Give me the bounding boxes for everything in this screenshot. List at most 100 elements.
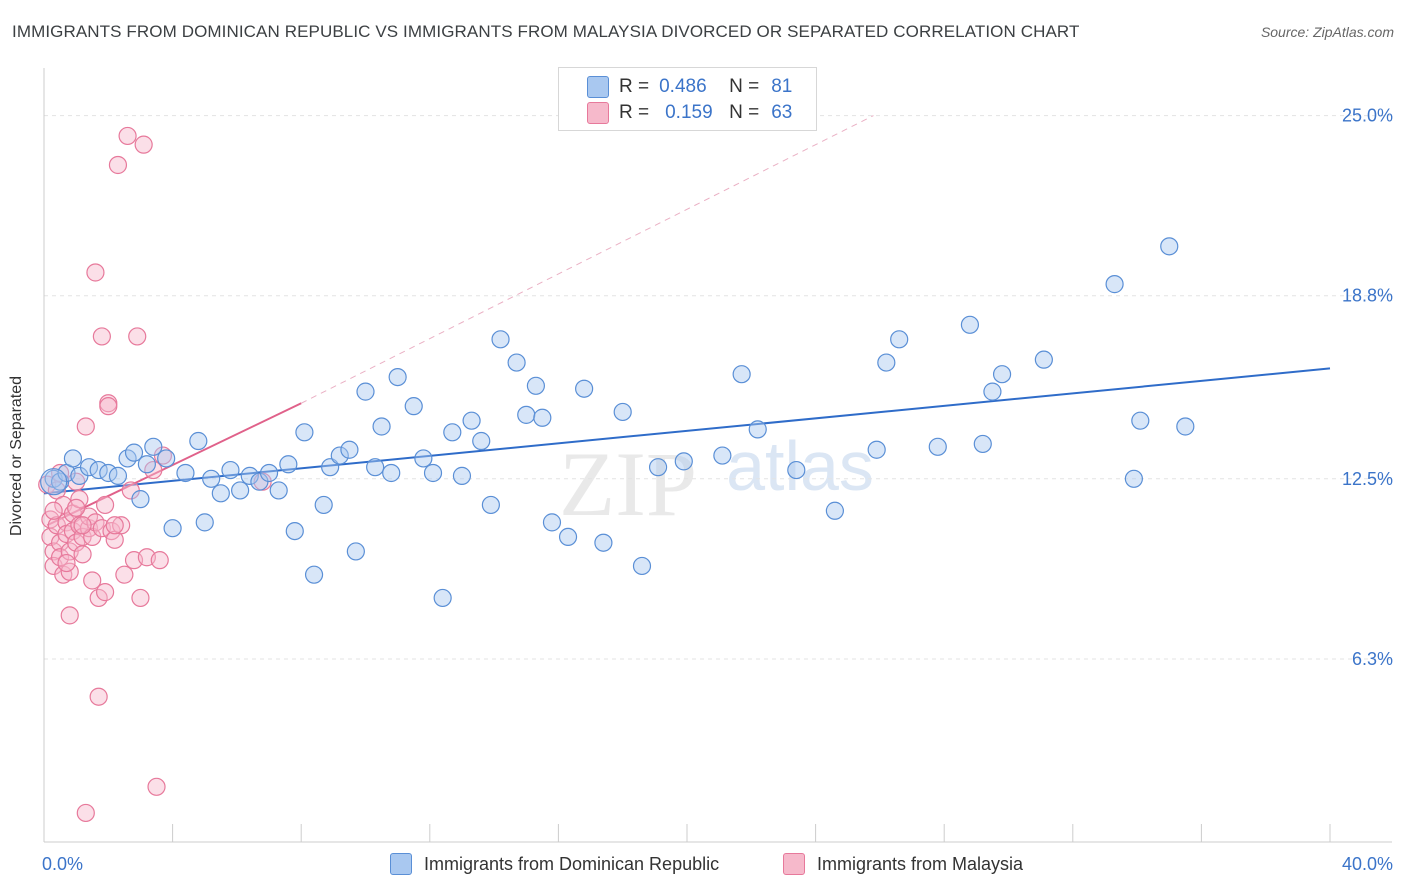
blue-data-point (674, 452, 693, 471)
blue-data-point (1124, 469, 1143, 488)
blue-data-point (269, 481, 288, 500)
pink-data-point (134, 135, 153, 154)
blue-data-point (867, 440, 886, 459)
blue-data-point (195, 513, 214, 532)
blue-data-point (285, 521, 304, 541)
pink-data-point (147, 777, 166, 796)
watermark-atlas: atlas (726, 427, 874, 505)
blue-data-point (414, 449, 433, 468)
blue-trend-line (43, 367, 1331, 495)
blue-data-point (321, 458, 340, 477)
y-tick-label: 12.5% (1342, 469, 1393, 489)
blue-data-point (452, 466, 472, 485)
blue-data-point (423, 463, 443, 483)
blue-data-point (533, 408, 552, 427)
blue-data-point (713, 446, 732, 465)
blue-data-point (507, 353, 526, 372)
blue-data-point (259, 463, 279, 483)
blue-data-point (983, 382, 1002, 401)
pink-data-point (76, 417, 95, 436)
pink-data-point (105, 516, 124, 535)
pink-trend-line (46, 402, 302, 527)
blue-data-point (433, 588, 452, 608)
y-tick-label: 25.0% (1342, 106, 1393, 126)
blue-data-point (404, 397, 423, 416)
blue-data-point (973, 434, 992, 454)
blue-data-point (748, 420, 767, 439)
blue-data-point (304, 565, 324, 584)
blue-data-point (481, 495, 500, 515)
pink-data-point (73, 545, 92, 564)
blue-data-point (787, 460, 806, 480)
gridlines (44, 115, 1392, 660)
pink-data-point (95, 583, 115, 602)
blue-data-point (366, 458, 385, 477)
blue-data-point (279, 455, 298, 474)
blue-data-point (877, 353, 896, 372)
blue-data-point (211, 484, 230, 503)
blue-data-point (202, 469, 221, 488)
blue-data-point (330, 446, 349, 465)
n-label: N = (729, 102, 760, 123)
y-axis-label: Divorced or Separated (8, 375, 25, 537)
blue-data-point (542, 513, 562, 532)
n-label: N = (729, 76, 760, 97)
stats-row-dominican: R = 0.486 N = 81 (587, 75, 792, 99)
blue-data-point (40, 468, 68, 496)
y-tick-label: 6.3% (1352, 649, 1393, 669)
blue-data-point (1176, 417, 1195, 436)
blue-data-point (1160, 237, 1179, 256)
blue-data-point (558, 527, 578, 547)
blue-data-point (63, 449, 83, 468)
pink-data-point (99, 397, 118, 416)
legend-swatch-pink (587, 102, 609, 124)
blue-data-point (382, 463, 401, 483)
pink-data-point (92, 327, 111, 346)
n-value: 63 (771, 102, 793, 123)
blue-data-point (594, 533, 613, 552)
stats-legend: R = 0.486 N = 81 R = 0.159 N = 63 (558, 67, 817, 131)
pink-data-point (86, 263, 105, 282)
trend-lines (43, 115, 1331, 527)
watermark: ZIP atlas (559, 427, 874, 535)
blue-data-point (890, 330, 909, 349)
source-label: Source: ZipAtlas.com (1260, 24, 1394, 40)
blue-data-point (732, 365, 751, 384)
blue-data-point (575, 379, 594, 398)
pink-data-point (131, 588, 150, 608)
x-tick-label: 0.0% (42, 854, 83, 874)
blue-data-point (443, 423, 462, 442)
legend-item-malaysia: Immigrants from Malaysia (783, 851, 1023, 877)
blue-data-point (825, 501, 844, 520)
pink-data-point (57, 553, 76, 573)
blue-data-point (176, 463, 195, 483)
blue-data-point (231, 481, 250, 500)
blue-data-point (632, 556, 652, 576)
r-value: 0.159 (665, 102, 713, 123)
malaysia-points (38, 126, 272, 823)
pink-data-point (60, 606, 79, 625)
blue-data-point (157, 449, 176, 468)
pink-data-point (115, 565, 134, 584)
blue-data-point (1105, 275, 1124, 294)
pink-data-point (118, 126, 137, 146)
watermark-zip: ZIP (559, 433, 697, 535)
blue-data-point (221, 460, 240, 480)
legend-swatch-blue (587, 76, 609, 98)
blue-data-point (388, 367, 407, 387)
legend-item-dominican: Immigrants from Dominican Republic (390, 851, 719, 877)
legend-label-malaysia: Immigrants from Malaysia (817, 853, 1024, 874)
dominican-points (40, 237, 1195, 608)
blue-data-point (163, 519, 182, 538)
r-value: 0.486 (659, 76, 707, 97)
blue-data-point (613, 402, 632, 422)
blue-data-point (346, 542, 365, 561)
pink-data-point (150, 551, 169, 570)
pink-data-point (108, 155, 128, 175)
pink-trend-extension (300, 115, 874, 404)
axes (43, 68, 1392, 843)
blue-data-point (144, 437, 163, 456)
blue-data-point (960, 315, 980, 334)
x-tick-labels: 0.0% 40.0% (42, 854, 1393, 874)
